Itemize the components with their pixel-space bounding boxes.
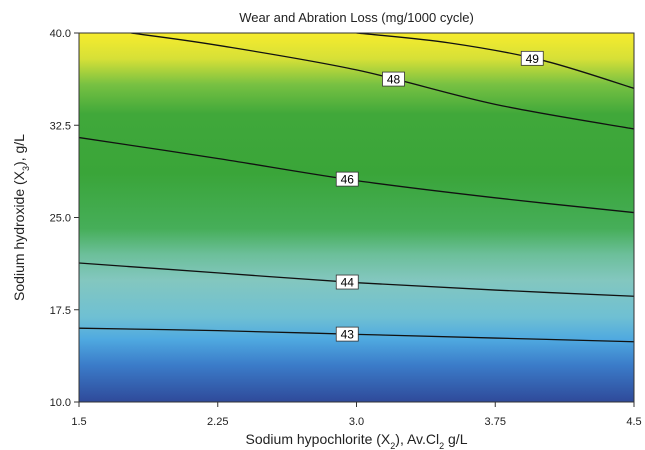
- x-tick-label: 3.0: [349, 416, 364, 428]
- x-axis-label: Sodium hypochlorite (X2), Av.Cl2 g/L: [246, 431, 468, 450]
- x-axis-ticks: 1.5 2.25 3.0 3.75 4.5: [71, 402, 642, 428]
- contour-label-44: 44: [341, 276, 355, 290]
- y-tick-label: 10.0: [50, 397, 71, 409]
- contour-label-box-43: [335, 326, 359, 342]
- contour-line-49: [356, 33, 634, 89]
- contour-label-box-46: [335, 171, 359, 187]
- contour-label-46: 46: [341, 173, 355, 187]
- y-tick-label: 17.5: [50, 305, 71, 317]
- contour-label-box-44: [335, 274, 359, 290]
- contour-label-43: 43: [341, 328, 355, 342]
- y-tick-label: 40.0: [50, 28, 71, 40]
- contour-label-box-49: [520, 50, 544, 66]
- x-tick-label: 1.5: [71, 416, 86, 428]
- y-tick-label: 25.0: [50, 213, 71, 225]
- x-tick-label: 2.25: [207, 416, 228, 428]
- x-tick-label: 4.5: [626, 416, 641, 428]
- plot-area: [79, 33, 634, 402]
- chart-title: Wear and Abration Loss (mg/1000 cycle): [239, 10, 474, 25]
- contour-labels: 43 44 46 48 49: [335, 50, 544, 342]
- y-tick-label: 32.5: [50, 120, 71, 132]
- contour-label-48: 48: [387, 73, 401, 87]
- contour-line-48: [130, 33, 634, 130]
- x-tick-label: 3.75: [485, 416, 506, 428]
- heatmap-hot-region: [404, 33, 634, 108]
- y-axis-label: Sodium hydroxide (X3), g/L: [11, 134, 31, 301]
- y-axis-ticks: 10.0 17.5 25.0 32.5 40.0: [50, 28, 79, 409]
- contour-label-box-48: [382, 71, 405, 87]
- contour-label-49: 49: [526, 52, 540, 66]
